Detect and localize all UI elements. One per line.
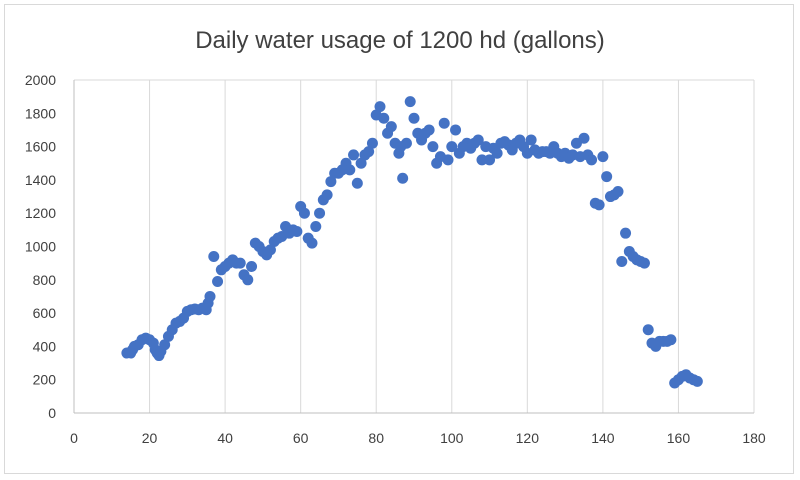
x-tick-label: 180 [742,430,766,446]
data-point [597,151,609,163]
x-tick-label: 100 [440,430,464,446]
y-tick-label: 1200 [25,205,56,221]
data-point [691,375,703,387]
y-tick-label: 200 [33,372,57,388]
y-tick-label: 800 [33,272,57,288]
gridlines [74,79,755,413]
data-point [298,207,310,219]
data-point [325,176,337,188]
data-point [408,112,420,124]
x-tick-label: 40 [217,430,233,446]
data-point [612,186,624,198]
data-point [423,124,435,136]
data-point [314,207,326,219]
data-point [476,154,488,166]
data-point [378,112,390,124]
data-point [593,199,605,211]
data-point [601,171,613,183]
y-tick-label: 1000 [25,239,56,255]
data-point [442,154,454,166]
y-tick-label: 1600 [25,139,56,155]
x-tick-label: 0 [70,430,78,446]
data-point [348,149,360,161]
data-point [400,137,412,149]
data-point [642,324,654,336]
data-point [472,134,484,146]
x-tick-label: 60 [293,430,309,446]
x-tick-labels: 0 20 40 60 80 100 120 140 160 180 [70,430,766,446]
data-point [363,146,375,158]
data-point [264,244,276,256]
data-point [212,275,224,287]
data-point [578,132,590,144]
data-point [204,290,216,302]
data-point [159,339,171,351]
data-point [450,124,462,136]
data-point [306,237,318,249]
data-points [121,96,703,389]
x-tick-label: 160 [667,430,691,446]
data-point [427,141,439,153]
axes [73,80,754,414]
data-point [366,137,378,149]
data-point [404,96,416,108]
data-point [234,257,246,269]
data-point [374,101,386,113]
data-point [616,255,628,267]
y-tick-label: 1800 [25,105,56,121]
data-point [344,164,356,176]
x-tick-label: 140 [591,430,615,446]
data-point [446,141,458,153]
x-tick-label: 80 [368,430,384,446]
data-point [321,189,333,201]
x-tick-label: 120 [516,430,540,446]
data-point [246,260,258,272]
y-tick-labels: 0 200 400 600 800 1000 1200 1400 1600 1800 2000 [25,72,56,421]
data-point [310,221,322,233]
data-point [620,227,632,239]
data-point [438,117,450,129]
y-tick-label: 600 [33,305,57,321]
data-point [665,334,677,346]
chart-title: Daily water usage of 1200 hd (gallons) [195,27,605,54]
data-point [355,157,367,169]
data-point [208,250,220,262]
data-point [397,172,409,184]
y-tick-label: 0 [48,405,56,421]
data-point [491,147,503,159]
y-tick-label: 2000 [25,72,56,88]
y-tick-label: 400 [33,338,57,354]
data-point [291,226,303,238]
data-point [385,121,397,133]
data-point [242,274,254,286]
x-tick-label: 20 [142,430,158,446]
data-point [586,154,598,166]
data-point [525,134,537,146]
chart-frame [4,4,794,474]
data-point [484,154,496,166]
y-tick-label: 1400 [25,172,56,188]
data-point [638,257,650,269]
data-point [351,177,363,189]
